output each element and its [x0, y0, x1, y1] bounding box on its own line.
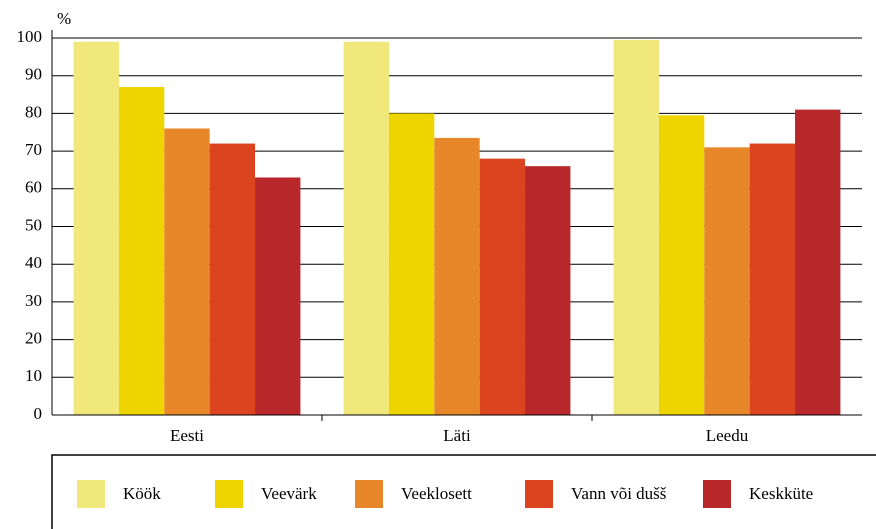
bar [749, 143, 796, 415]
bar [434, 137, 480, 415]
bar [795, 109, 841, 415]
y-tick-label: 0 [34, 404, 43, 423]
y-tick-label: 90 [25, 65, 42, 84]
bar [479, 158, 526, 415]
legend-label: Veeklosett [401, 484, 472, 503]
legend-label: Veevärk [261, 484, 317, 503]
legend-label: Vann või dušš [571, 484, 667, 503]
y-tick-label: 50 [25, 215, 42, 234]
bar [209, 143, 256, 415]
legend-swatch [77, 480, 105, 508]
bar [388, 113, 435, 416]
x-tick-label: Eesti [170, 426, 204, 445]
legend-label: Keskküte [749, 484, 813, 503]
y-tick-label: 40 [25, 253, 42, 272]
y-tick-label: 60 [25, 178, 42, 197]
legend-swatch [215, 480, 243, 508]
bar [525, 166, 571, 415]
y-tick-label: 100 [17, 27, 43, 46]
legend-swatch [703, 480, 731, 508]
y-tick-label: 70 [25, 140, 42, 159]
bar [255, 177, 301, 415]
legend-swatch [525, 480, 553, 508]
bar [704, 147, 750, 415]
bar [658, 115, 705, 415]
bar [118, 87, 165, 415]
y-tick-label: 30 [25, 291, 42, 310]
legend-swatch [355, 480, 383, 508]
bar [73, 41, 119, 416]
bar [613, 39, 659, 415]
y-tick-label: 20 [25, 329, 42, 348]
bar [343, 41, 389, 416]
y-tick-label: 80 [25, 102, 42, 121]
bar [164, 128, 210, 416]
y-axis-label: % [57, 9, 71, 28]
legend-label: Köök [123, 484, 161, 503]
y-tick-label: 10 [25, 366, 42, 385]
legend-box [51, 454, 876, 529]
x-tick-label: Läti [443, 426, 471, 445]
x-tick-label: Leedu [706, 426, 749, 445]
